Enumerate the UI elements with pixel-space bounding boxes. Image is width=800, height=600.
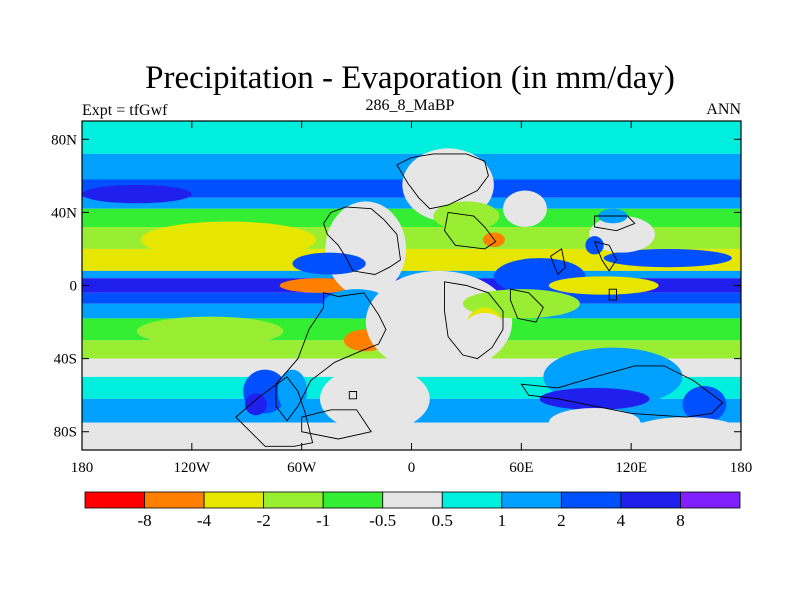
field-feature-15 [433,201,500,231]
coastlines [235,153,724,447]
field-feature-25 [585,236,604,255]
colorbar-label-0: -8 [137,511,151,530]
coastline-9 [608,288,617,301]
colorbar-swatch-9 [620,491,681,509]
colorbar-label-4: -0.5 [369,511,396,530]
colorbar-swatch-1 [144,491,205,509]
colorbar-swatch-6 [441,491,503,509]
coastline-3 [444,211,497,250]
field-feature-1 [140,221,317,259]
colorbar-label-7: 2 [557,511,566,530]
colorbar-swatch-8 [560,491,622,509]
colorbar-label-9: 8 [676,511,685,530]
field-feature-9 [244,393,267,416]
coastline-10 [520,365,724,418]
colorbar-label-2: -2 [257,511,271,530]
colorbar-label-6: 1 [498,511,507,530]
axes: 180 120W 60W 0 60E 120E 180 80N 40N 0 40S 80S [51,121,752,476]
y-tick-label-0: 80N [51,132,77,148]
coastline-8 [593,240,618,272]
colorbar-label-8: 4 [617,511,626,530]
coastline-11 [235,376,314,447]
chart-title: Precipitation - Evaporation (in mm/day) [145,60,675,96]
experiment-label: Expt = tfGwf [82,102,168,119]
coastline-1 [275,292,387,422]
coastline-13 [348,391,358,400]
period-label: 286_8_MaBP [365,97,455,114]
field-feature-4 [136,316,284,346]
colorbar-label-3: -1 [316,511,330,530]
colorbar-swatch-3 [263,491,324,509]
coastline-7 [594,215,636,232]
field-feature-7 [292,252,366,275]
coastline-2 [396,153,489,210]
field-feature-31 [631,417,741,447]
coastline-0 [323,206,401,275]
x-tick-label-3: 0 [408,460,416,476]
field-feature-22 [548,276,659,295]
season-label: ANN [706,101,741,118]
precip-field [82,121,741,450]
colorbar-label-5: 0.5 [432,511,453,530]
coastline-4 [444,281,504,360]
field-feature-24 [589,216,655,253]
field-feature-28 [539,387,650,410]
y-tick-label-3: 40S [54,352,77,368]
x-tick-label-5: 120E [615,460,647,476]
field-feature-13 [319,365,430,432]
colorbar-swatch-2 [203,491,265,509]
field-feature-23 [603,248,732,268]
field-feature-29 [682,386,727,423]
coastline-6 [550,248,566,276]
field-feature-17 [503,190,547,228]
colorbar-swatch-7 [501,491,562,509]
y-tick-label-2: 0 [70,279,78,295]
y-tick-label-4: 80S [54,425,77,441]
colorbar-swatch-0 [84,491,145,509]
colorbar-swatch-10 [680,491,741,509]
coastline-5 [509,288,544,323]
y-tick-label-1: 40N [51,205,77,221]
field-feature-30 [548,407,641,438]
x-tick-label-6: 180 [730,460,753,476]
colorbar-label-1: -4 [197,511,212,530]
x-tick-label-4: 60E [509,460,533,476]
coastline-12 [301,409,372,440]
colorbar-swatch-5 [382,491,443,509]
colorbar: -8 -4 -2 -1 -0.5 0.5 1 2 4 8 [84,491,741,530]
x-tick-label-1: 120W [173,460,211,476]
zonal-band-7 [82,270,741,279]
field-feature-21 [462,312,507,350]
field-feature-2 [82,184,192,204]
x-tick-label-0: 180 [71,460,94,476]
colorbar-swatch-4 [322,491,384,509]
x-tick-label-2: 60W [287,460,317,476]
